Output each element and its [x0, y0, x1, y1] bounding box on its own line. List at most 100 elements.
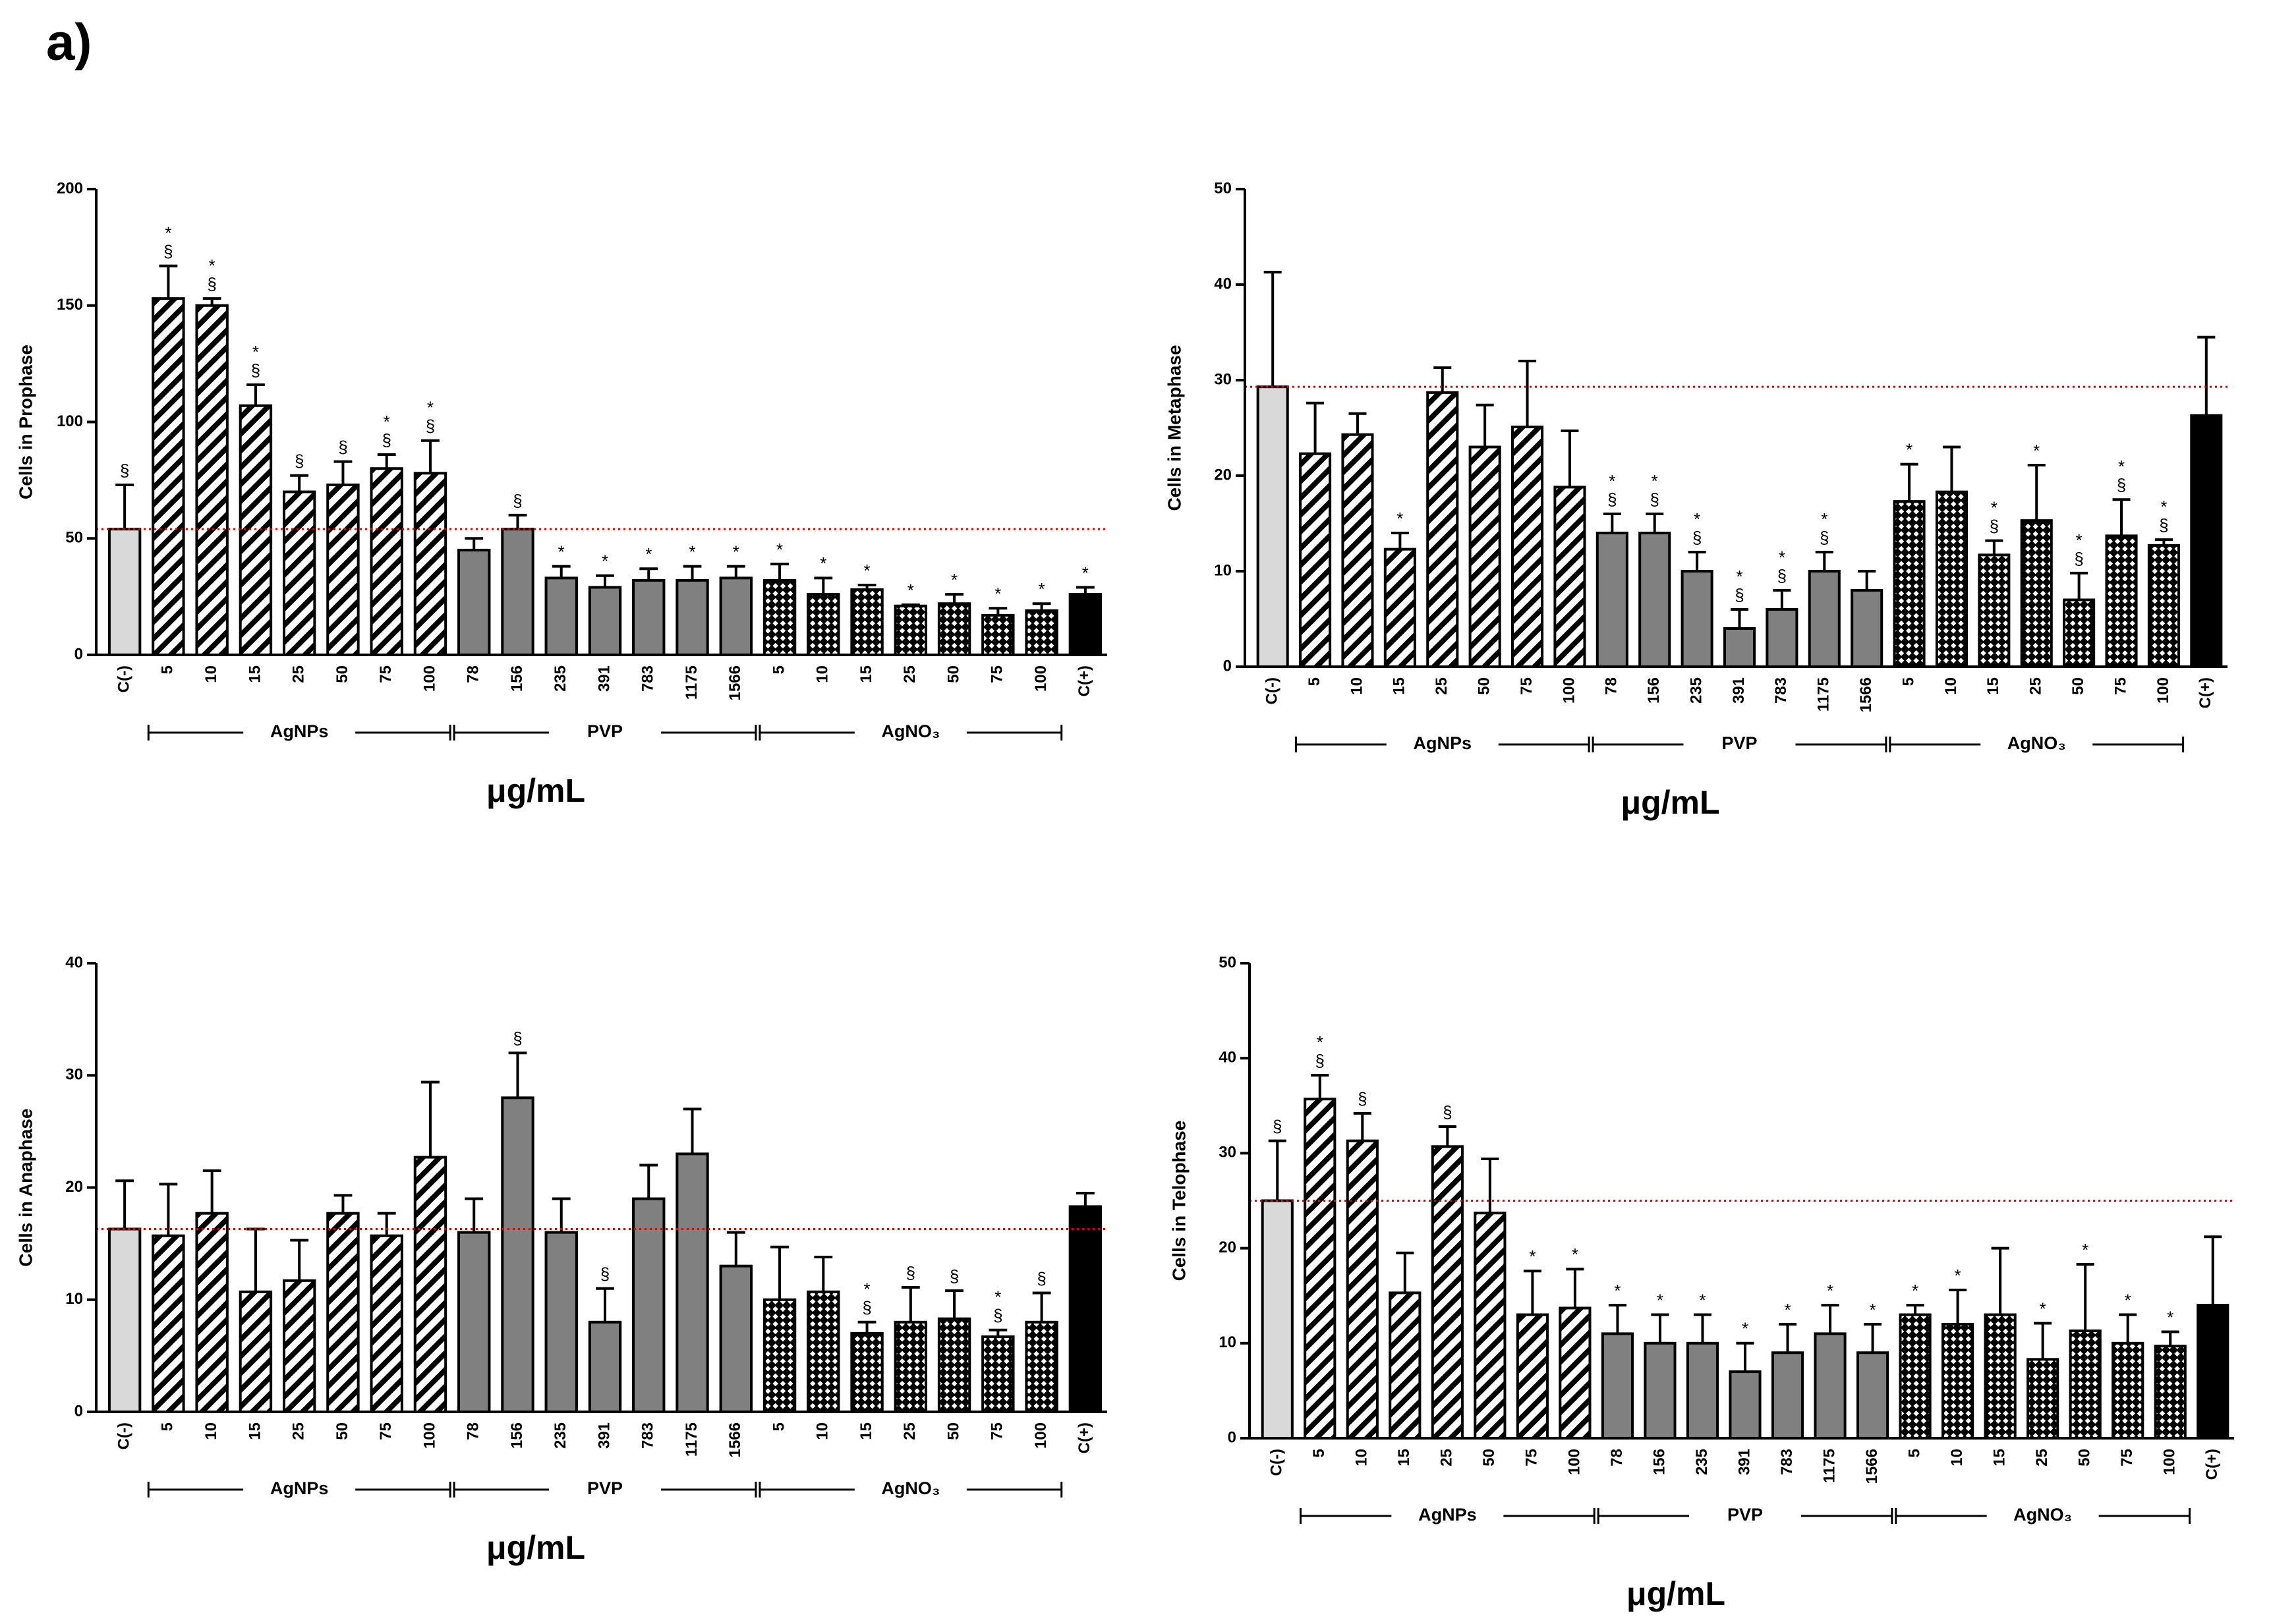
bar [1256, 385, 1289, 669]
y-tick-label: 30 [1219, 1144, 1236, 1162]
bar [719, 576, 753, 656]
bar [195, 1212, 229, 1413]
y-axis-title: Cells in Anaphase [15, 1108, 36, 1266]
significance-mark: * [2040, 1299, 2046, 1318]
significance-mark: § [163, 242, 173, 262]
bar [413, 472, 447, 657]
x-tick-label: 100 [2154, 677, 2172, 704]
significance-mark: * [1609, 471, 1615, 491]
significance-mark: * [1614, 1281, 1621, 1301]
panel-label: a) [46, 13, 92, 71]
x-axis-title: μg/mL [486, 772, 585, 809]
x-tick-label: 235 [552, 665, 569, 692]
bar [937, 602, 971, 656]
bar [1025, 609, 1058, 657]
significance-mark: § [1358, 1089, 1367, 1109]
significance-mark: § [862, 1298, 871, 1318]
significance-mark: * [384, 412, 390, 432]
significance-mark: § [207, 274, 216, 294]
significance-mark: * [1657, 1290, 1663, 1310]
group-label: AgNO₃ [881, 721, 940, 741]
significance-mark: * [1821, 509, 1827, 529]
significance-mark: * [1396, 509, 1403, 528]
x-tick-label: 1566 [1863, 1449, 1881, 1484]
x-tick-label: 78 [1603, 677, 1621, 695]
x-tick-label: 1566 [726, 1422, 744, 1457]
x-tick-label: 5 [770, 665, 788, 674]
x-tick-label: C(-) [115, 1422, 132, 1449]
y-tick-label: 0 [1223, 657, 1232, 675]
bar [1978, 553, 2011, 668]
bar [1595, 532, 1628, 668]
x-tick-label: 50 [944, 1422, 962, 1440]
bar [850, 588, 884, 657]
significance-mark: * [2033, 441, 2040, 461]
bar [1808, 570, 1841, 668]
bar [501, 528, 534, 656]
x-tick-label: 75 [377, 665, 395, 683]
significance-mark: * [427, 398, 434, 418]
x-tick-label: 100 [1560, 677, 1578, 704]
bar [2063, 598, 2096, 668]
bar [807, 1290, 840, 1414]
x-tick-label: 5 [1905, 1449, 1923, 1457]
x-tick-label: 10 [814, 665, 832, 683]
y-tick-label: 10 [1214, 561, 1232, 579]
group-label: AgNO₃ [2007, 733, 2066, 753]
significance-mark: * [994, 1287, 1001, 1307]
x-tick-label: 235 [552, 1422, 569, 1449]
x-tick-label: 10 [1348, 677, 1365, 695]
significance-mark: * [602, 551, 608, 571]
x-tick-label: 100 [1032, 665, 1050, 692]
bar [1899, 1313, 1932, 1440]
bar [850, 1331, 884, 1413]
bar [1814, 1332, 1847, 1440]
significance-mark: * [820, 553, 826, 573]
x-tick-label: 25 [901, 1422, 919, 1440]
significance-mark: § [1037, 1268, 1046, 1288]
bar [1941, 1322, 1974, 1440]
group-label: PVP [1721, 733, 1757, 753]
y-tick-label: 20 [1219, 1239, 1236, 1256]
bar [676, 578, 709, 657]
significance-mark: * [165, 223, 171, 243]
y-axis-title: Cells in Metaphase [1164, 345, 1184, 511]
x-tick-label: 100 [2161, 1449, 2179, 1475]
x-tick-label: C(-) [1263, 677, 1281, 704]
bar [1025, 1320, 1058, 1414]
bar [239, 1290, 273, 1414]
x-tick-label: 25 [1438, 1449, 1456, 1467]
bar [1984, 1313, 2017, 1440]
bar [413, 1156, 447, 1413]
y-tick-label: 30 [1214, 370, 1232, 388]
bar [370, 467, 403, 656]
significance-mark: § [1990, 516, 1999, 536]
bar [1644, 1341, 1677, 1440]
x-tick-label: 1566 [1857, 677, 1875, 712]
significance-mark: * [1652, 471, 1658, 491]
x-tick-label: 10 [1353, 1449, 1371, 1467]
group-label: AgNO₃ [2013, 1505, 2072, 1525]
bar [894, 1320, 928, 1414]
x-tick-label: 235 [1687, 677, 1705, 704]
group-label: PVP [587, 721, 623, 741]
x-tick-label: 15 [857, 1422, 875, 1440]
bar [981, 1335, 1015, 1413]
significance-mark: * [2167, 1307, 2173, 1327]
significance-mark: * [951, 570, 958, 590]
significance-mark: * [2082, 1240, 2088, 1260]
x-tick-label: C(-) [1268, 1449, 1286, 1476]
bar [807, 593, 840, 657]
x-tick-label: 75 [377, 1422, 395, 1440]
significance-mark: * [1082, 563, 1089, 582]
bar [1431, 1145, 1464, 1440]
x-tick-label: 25 [1433, 677, 1451, 695]
x-tick-label: 5 [770, 1422, 788, 1431]
x-tick-label: C(+) [1076, 665, 1093, 696]
significance-mark: § [1443, 1102, 1452, 1122]
bar [1856, 1351, 1889, 1440]
x-tick-label: 1175 [683, 1422, 701, 1457]
significance-mark: § [120, 461, 129, 480]
bar [1426, 391, 1459, 668]
bar [1516, 1313, 1549, 1440]
